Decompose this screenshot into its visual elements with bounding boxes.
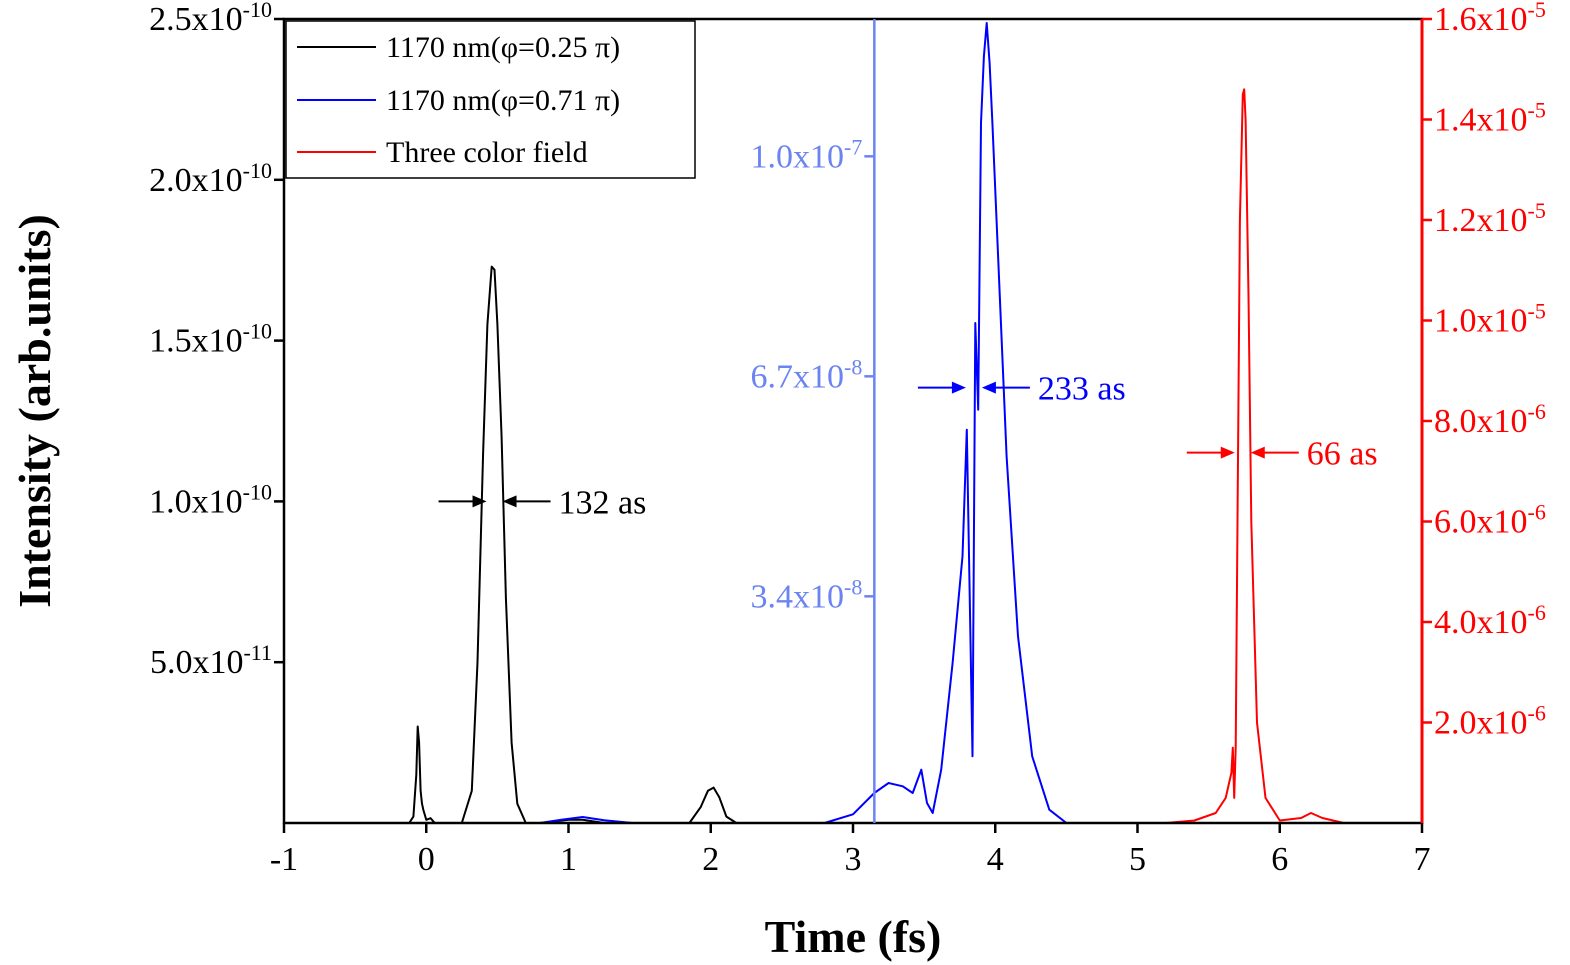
annot-label-2: 66 as — [1307, 436, 1378, 473]
x-tick-label-4: 3 — [845, 841, 862, 878]
middle-tick-label-2: 1.0x10-7 — [751, 134, 863, 175]
right-tick-label-5: 1.2x10-5 — [1434, 198, 1546, 239]
annot-left-arrowhead-1 — [951, 381, 966, 394]
x-tick-label-2: 1 — [560, 841, 577, 878]
right-tick-label-7: 1.6x10-5 — [1434, 0, 1546, 38]
annot-label-1: 233 as — [1038, 371, 1126, 408]
annot-left-arrowhead-2 — [1220, 446, 1235, 459]
annot-label-0: 132 as — [559, 484, 647, 521]
legend-label-0: 1170 nm(φ=0.25 π) — [386, 31, 620, 64]
left-tick-label-2: 1.5x10-10 — [149, 319, 272, 360]
annot-right-arrowhead-0 — [502, 495, 517, 508]
left-tick-label-4: 2.5x10-10 — [149, 0, 272, 38]
left-tick-label-1: 1.0x10-10 — [149, 479, 272, 520]
right-tick-label-6: 1.4x10-5 — [1434, 98, 1546, 139]
x-tick-label-1: 0 — [418, 841, 435, 878]
legend-label-1: 1170 nm(φ=0.71 π) — [386, 84, 620, 117]
axes-layer: -1 0 1 2 3 4 5 6 7 5.0x10-11 1.0x10-10 1.5x10-10 2.0… — [149, 0, 1546, 878]
left-tick-label-3: 2.0x10-10 — [149, 158, 272, 199]
right-tick-label-0: 2.0x10-6 — [1434, 701, 1546, 742]
middle-tick-label-1: 6.7x10-8 — [751, 354, 863, 395]
annot-right-arrowhead-2 — [1250, 446, 1265, 459]
annot-right-arrowhead-1 — [981, 381, 996, 394]
middle-tick-label-0: 3.4x10-8 — [751, 574, 863, 615]
x-tick-label-7: 6 — [1271, 841, 1288, 878]
x-tick-label-8: 7 — [1414, 841, 1431, 878]
x-axis-title: Time (fs) — [765, 911, 942, 962]
x-tick-label-3: 2 — [702, 841, 719, 878]
y-axis-title: Intensity (arb.units) — [9, 214, 60, 608]
x-tick-label-0: -1 — [270, 841, 298, 878]
series-line-0 — [284, 265, 1422, 824]
left-tick-label-0: 5.0x10-11 — [150, 640, 272, 681]
right-tick-label-4: 1.0x10-5 — [1434, 299, 1546, 340]
right-tick-label-2: 6.0x10-6 — [1434, 500, 1546, 541]
annotation-layer: 132 as 233 as 66 as — [438, 371, 1378, 521]
right-tick-label-1: 4.0x10-6 — [1434, 600, 1546, 641]
right-tick-label-3: 8.0x10-6 — [1434, 399, 1546, 440]
series-line-2 — [284, 88, 1422, 824]
x-tick-label-5: 4 — [987, 841, 1004, 878]
annot-left-arrowhead-0 — [472, 495, 487, 508]
legend: 1170 nm(φ=0.25 π) 1170 nm(φ=0.71 π) Thre… — [285, 20, 696, 179]
x-tick-label-6: 5 — [1129, 841, 1146, 878]
legend-label-2: Three color field — [386, 136, 588, 169]
